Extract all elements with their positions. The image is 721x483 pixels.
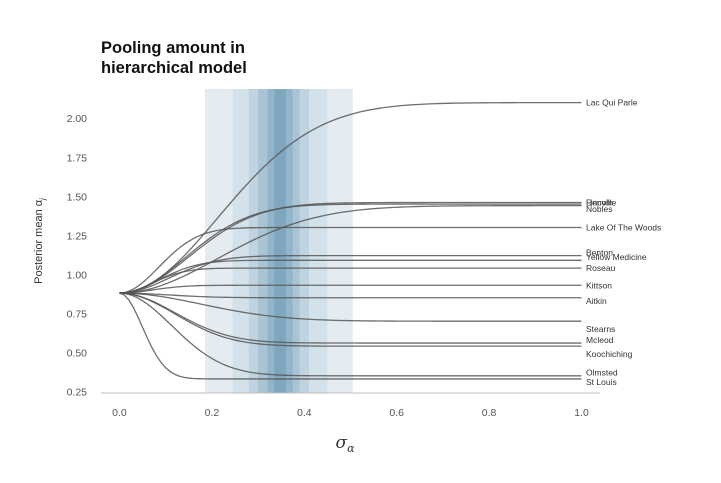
y-tick-label: 1.50	[67, 191, 88, 203]
series-line	[119, 226, 582, 294]
y-tick-label: 1.75	[67, 152, 88, 164]
y-tick-label: 0.50	[67, 347, 88, 359]
y-axis-title-subscript: j	[38, 198, 47, 201]
series-line	[119, 203, 582, 294]
shaded-band-5	[274, 89, 286, 393]
series-line	[119, 292, 582, 299]
series-label: St Louis	[586, 377, 617, 387]
series-label: Renville	[586, 198, 617, 208]
x-tick-label: 1.0	[574, 407, 589, 419]
series-label: Lake Of The Woods	[586, 223, 661, 233]
x-tick-label: 0.4	[297, 407, 312, 419]
shaded-bands	[204, 89, 353, 393]
y-tick-label: 0.75	[67, 308, 88, 320]
series-line	[119, 267, 582, 294]
y-tick-label: 1.25	[67, 230, 88, 242]
series-line	[119, 284, 582, 294]
series-label: Koochiching	[586, 349, 633, 359]
x-tick-label: 0.0	[112, 407, 127, 419]
chart-title: Pooling amount in hierarchical model	[101, 38, 361, 78]
series-label: Aitkin	[586, 296, 607, 306]
series-label: Benton	[586, 247, 613, 257]
x-axis-title: σα	[335, 433, 355, 455]
series-line	[119, 201, 582, 294]
series-label: Olmsted	[586, 368, 618, 378]
y-tick-label: 0.25	[67, 386, 88, 398]
series-curves	[119, 101, 582, 380]
x-tick-labels: 0.0 0.2 0.4 0.6 0.8 1.0	[112, 407, 589, 419]
x-tick-label: 0.6	[389, 407, 404, 419]
series-label: Lac Qui Parle	[586, 98, 638, 108]
y-tick-label: 2.00	[67, 113, 88, 125]
series-label: Lincoln	[586, 198, 613, 208]
series-line	[119, 292, 582, 344]
x-axis-title-main: σ	[335, 433, 347, 453]
series-line	[119, 292, 582, 380]
chart-title-line-2: hierarchical model	[101, 59, 247, 77]
x-tick-label: 0.8	[482, 407, 497, 419]
x-axis-title-subscript: α	[347, 442, 355, 455]
y-tick-label: 1.00	[67, 269, 88, 281]
series-line	[119, 292, 582, 377]
series-line	[119, 101, 582, 294]
series-line	[119, 292, 582, 347]
series-label: Nobles	[586, 204, 612, 214]
y-axis-title: Posterior mean αj	[33, 198, 47, 284]
y-tick-labels: 0.25 0.50 0.75 1.00 1.25 1.50 1.75 2.00	[67, 113, 88, 398]
series-label: Roseau	[586, 263, 616, 273]
series-line	[119, 254, 582, 294]
y-axis-title-main: Posterior mean α	[33, 199, 45, 284]
series-label: Yellow Medicine	[586, 252, 647, 262]
chart-title-line-1: Pooling amount in	[101, 39, 245, 57]
series-label: Mcleod	[586, 335, 614, 345]
series-line	[119, 259, 582, 294]
x-tick-label: 0.2	[205, 407, 220, 419]
series-label: Kittson	[586, 280, 612, 290]
series-line	[119, 292, 582, 322]
series-label: Stearns	[586, 324, 615, 334]
